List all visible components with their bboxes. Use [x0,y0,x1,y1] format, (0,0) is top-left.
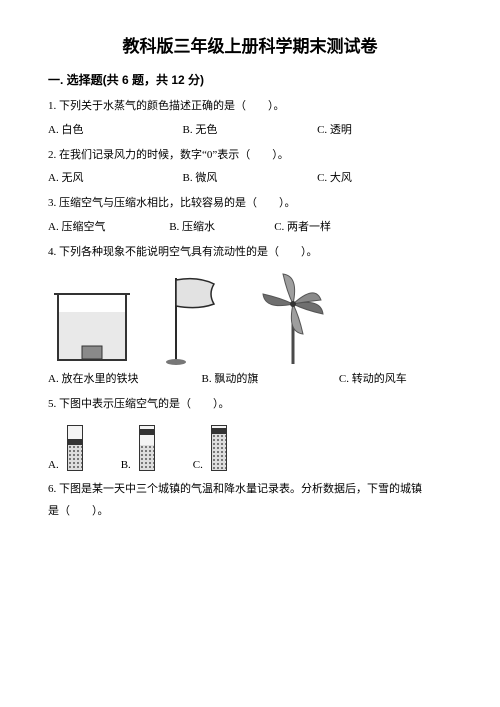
beaker-icon [50,288,134,366]
q5-label-b: B. [121,459,131,471]
q3-option-c[interactable]: C. 两者一样 [274,218,379,234]
q3-stem: 3. 压缩空气与压缩水相比，比较容易的是（ ）。 [48,195,452,212]
q4-option-b[interactable]: B. 飘动的旗 [202,370,339,386]
q2-option-b[interactable]: B. 微风 [183,169,318,185]
tube-c-icon [211,425,227,471]
q1-option-b[interactable]: B. 无色 [183,121,318,137]
flag-icon [158,274,230,366]
page-title: 教科版三年级上册科学期末测试卷 [48,32,452,57]
q2-option-a[interactable]: A. 无风 [48,169,183,185]
q6-stem-line1: 6. 下图是某一天中三个城镇的气温和降水量记录表。分析数据后，下雪的城镇 [48,481,452,498]
q1-options: A. 白色 B. 无色 C. 透明 [48,121,452,137]
q5-stem: 5. 下图中表示压缩空气的是（ ）。 [48,396,452,413]
q3-option-b[interactable]: B. 压缩水 [169,218,274,234]
q5-label-a: A. [48,459,59,471]
q6-stem-line2: 是（ ）。 [48,503,452,520]
q2-stem: 2. 在我们记录风力的时候，数字“0”表示（ ）。 [48,147,452,164]
q3-option-a[interactable]: A. 压缩空气 [48,218,169,234]
q3-options: A. 压缩空气 B. 压缩水 C. 两者一样 [48,218,452,234]
q2-option-c[interactable]: C. 大风 [317,169,452,185]
q5-option-b[interactable]: B. [121,425,155,471]
q5-label-c: C. [193,459,203,471]
tube-b-icon [139,425,155,471]
exam-page: 教科版三年级上册科学期末测试卷 一. 选择题(共 6 题，共 12 分) 1. … [0,0,500,520]
section-1-heading: 一. 选择题(共 6 题，共 12 分) [48,71,452,88]
q4-stem: 4. 下列各种现象不能说明空气具有流动性的是（ ）。 [48,244,452,261]
q2-options: A. 无风 B. 微风 C. 大风 [48,169,452,185]
q1-option-a[interactable]: A. 白色 [48,121,183,137]
q4-images [50,270,452,366]
tube-a-icon [67,425,83,471]
pinwheel-icon [254,270,332,366]
q5-options: A. B. C. [48,425,452,471]
q4-option-c[interactable]: C. 转动的风车 [339,370,452,386]
q5-option-a[interactable]: A. [48,425,83,471]
q4-option-a[interactable]: A. 放在水里的铁块 [48,370,202,386]
q1-stem: 1. 下列关于水蒸气的颜色描述正确的是（ ）。 [48,98,452,115]
q5-option-c[interactable]: C. [193,425,227,471]
q4-option-labels: A. 放在水里的铁块 B. 飘动的旗 C. 转动的风车 [48,370,452,386]
q1-option-c[interactable]: C. 透明 [317,121,452,137]
